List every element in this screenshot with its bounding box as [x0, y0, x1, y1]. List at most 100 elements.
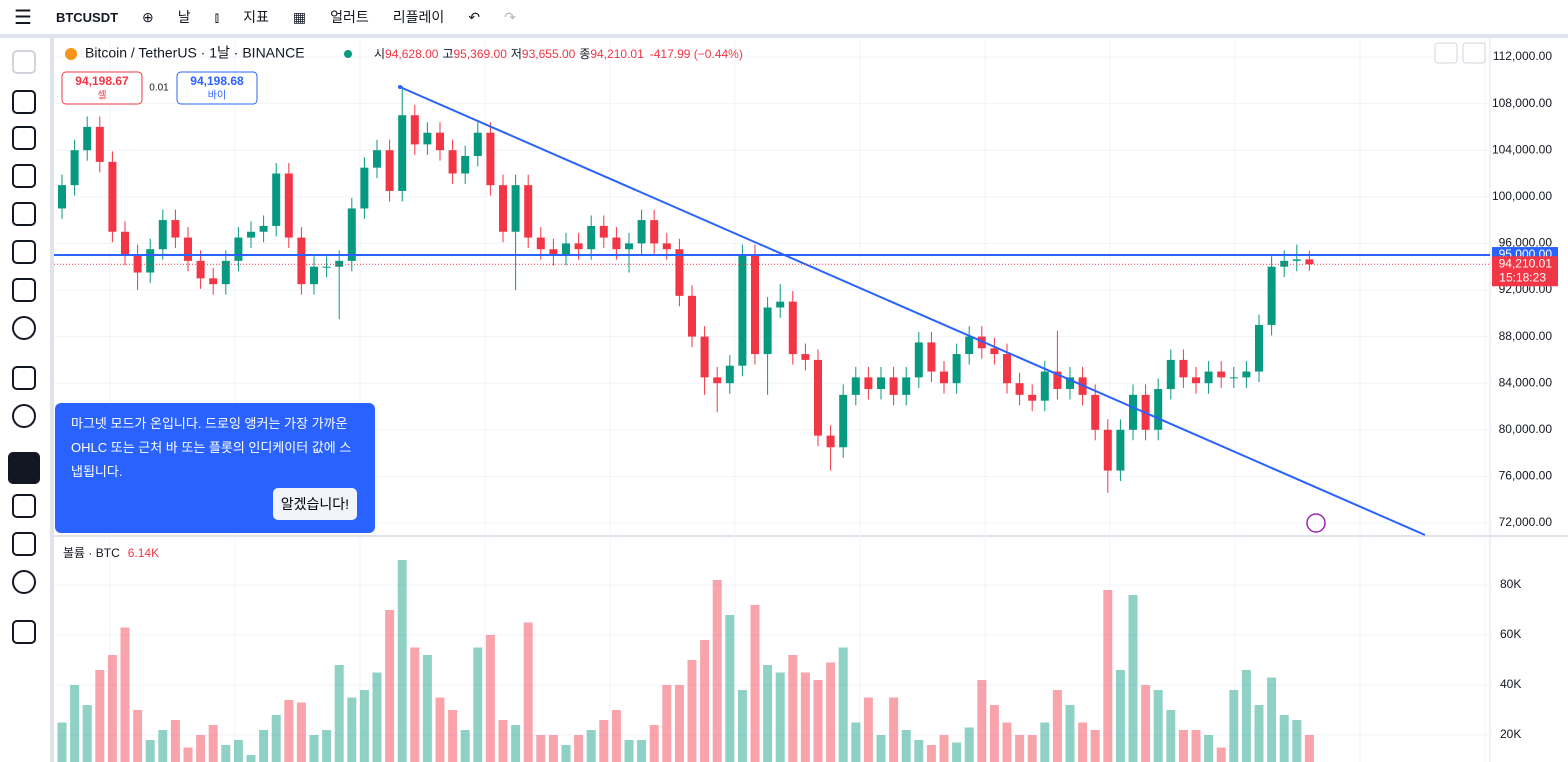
candle-body [965, 336, 974, 355]
chart-type[interactable]: ⫾ [214, 8, 220, 25]
volume-bar [662, 685, 672, 762]
indicators[interactable]: 지표 [243, 9, 269, 25]
anchor [398, 85, 402, 89]
pattern-tool[interactable] [12, 164, 36, 188]
volume-bar [284, 700, 294, 762]
undo[interactable]: ↶ [468, 8, 481, 25]
volume-bar [158, 730, 168, 762]
candle-body [725, 365, 734, 384]
symbol[interactable]: BTCUSDT [55, 9, 119, 25]
trash[interactable] [12, 620, 36, 644]
candle-body [473, 132, 482, 157]
sell-button[interactable] [61, 71, 143, 105]
zoom-tool[interactable] [12, 404, 36, 428]
candle-body [738, 255, 747, 366]
candle-body [284, 173, 293, 238]
volume-tick-label: 80K [1500, 577, 1521, 591]
volume-bar [259, 730, 269, 762]
layouts[interactable]: ▦ [292, 8, 307, 25]
volume-bar [372, 672, 382, 762]
candle-body [1305, 259, 1314, 265]
magnet-tool[interactable] [8, 452, 40, 484]
market-status [344, 50, 352, 58]
y-tick-label: 112,000.00 [1493, 49, 1552, 63]
volume-bar [523, 622, 533, 762]
candle-body [549, 249, 558, 256]
volume-bar [838, 647, 848, 762]
candle-body [612, 237, 621, 250]
candle-body [70, 150, 79, 186]
scroll-button[interactable] [1434, 42, 1458, 64]
volume-bar [473, 647, 483, 762]
volume-bar [813, 680, 823, 762]
candle-body [776, 301, 785, 308]
ruler-tool[interactable] [12, 366, 36, 390]
candle-body [1040, 371, 1049, 401]
alert[interactable]: 얼러트 [330, 9, 369, 25]
event-marker[interactable] [1306, 513, 1326, 533]
volume-bar [586, 730, 596, 762]
volume-bar [271, 715, 281, 762]
candle-body [851, 377, 860, 395]
candle-body [121, 231, 129, 256]
candle-body [990, 348, 999, 355]
candle-body [524, 185, 533, 238]
menu[interactable]: ☰ [14, 6, 32, 29]
volume-bar [1191, 730, 1201, 762]
cursor-tool[interactable] [12, 50, 36, 74]
volume-bar [1229, 690, 1239, 762]
trend-line[interactable] [399, 86, 1426, 536]
candle-body [259, 225, 268, 232]
ohlc-legend: 시94,628.00 고95,369.00 저93,655.00 종94,210.01… [374, 47, 743, 61]
volume-bar [1078, 722, 1088, 762]
candle-body [171, 220, 180, 238]
forecast-tool[interactable] [12, 202, 36, 226]
candle-body [310, 266, 318, 285]
lock-draw[interactable] [12, 494, 36, 518]
candle-body [322, 266, 331, 268]
volume-bar [939, 735, 949, 762]
candle-body [1179, 359, 1188, 378]
volume-bar [435, 697, 445, 762]
candle-body [662, 243, 671, 250]
volume-bar [1015, 735, 1025, 762]
ok-button[interactable]: 알겠습니다! [272, 488, 357, 520]
volume-bar [926, 745, 936, 762]
replay[interactable]: 리플레이 [392, 9, 445, 25]
buy-button[interactable] [176, 71, 258, 105]
volume-bar [246, 755, 256, 762]
volume-bar [914, 740, 924, 762]
volume-bar [800, 672, 810, 762]
volume-bar [334, 665, 344, 762]
volume-bar [1267, 677, 1277, 762]
fib-tool[interactable] [12, 126, 36, 150]
volume-bar [397, 560, 407, 762]
candle-body [448, 150, 457, 174]
add[interactable]: ⊕ [142, 8, 154, 25]
text-tool[interactable] [12, 278, 36, 302]
reset-button[interactable] [1462, 42, 1486, 64]
volume-bar [624, 740, 634, 762]
interval[interactable]: 날 [177, 9, 191, 25]
hide[interactable] [12, 570, 36, 594]
y-tick-label: 108,000.00 [1492, 96, 1552, 110]
volume-bar [322, 730, 332, 762]
candle-body [902, 377, 911, 395]
redo[interactable]: ↷ [504, 8, 516, 25]
volume-bar [1002, 722, 1012, 762]
line-tool[interactable] [12, 90, 36, 114]
y-tick-label: 88,000.00 [1499, 329, 1553, 343]
emoji-tool[interactable] [12, 316, 36, 340]
candle-body [1204, 371, 1213, 384]
candle-body [158, 220, 167, 250]
brush-tool[interactable] [12, 240, 36, 264]
lock[interactable] [12, 532, 36, 556]
spread: 0.01 [149, 83, 169, 94]
volume-bar [485, 635, 495, 762]
btc-icon [65, 48, 77, 60]
volume-bar [498, 720, 508, 762]
volume-bar [359, 690, 369, 762]
y-tick-label: 96,000.00 [1499, 236, 1553, 250]
drawing-toolbar [0, 38, 54, 762]
